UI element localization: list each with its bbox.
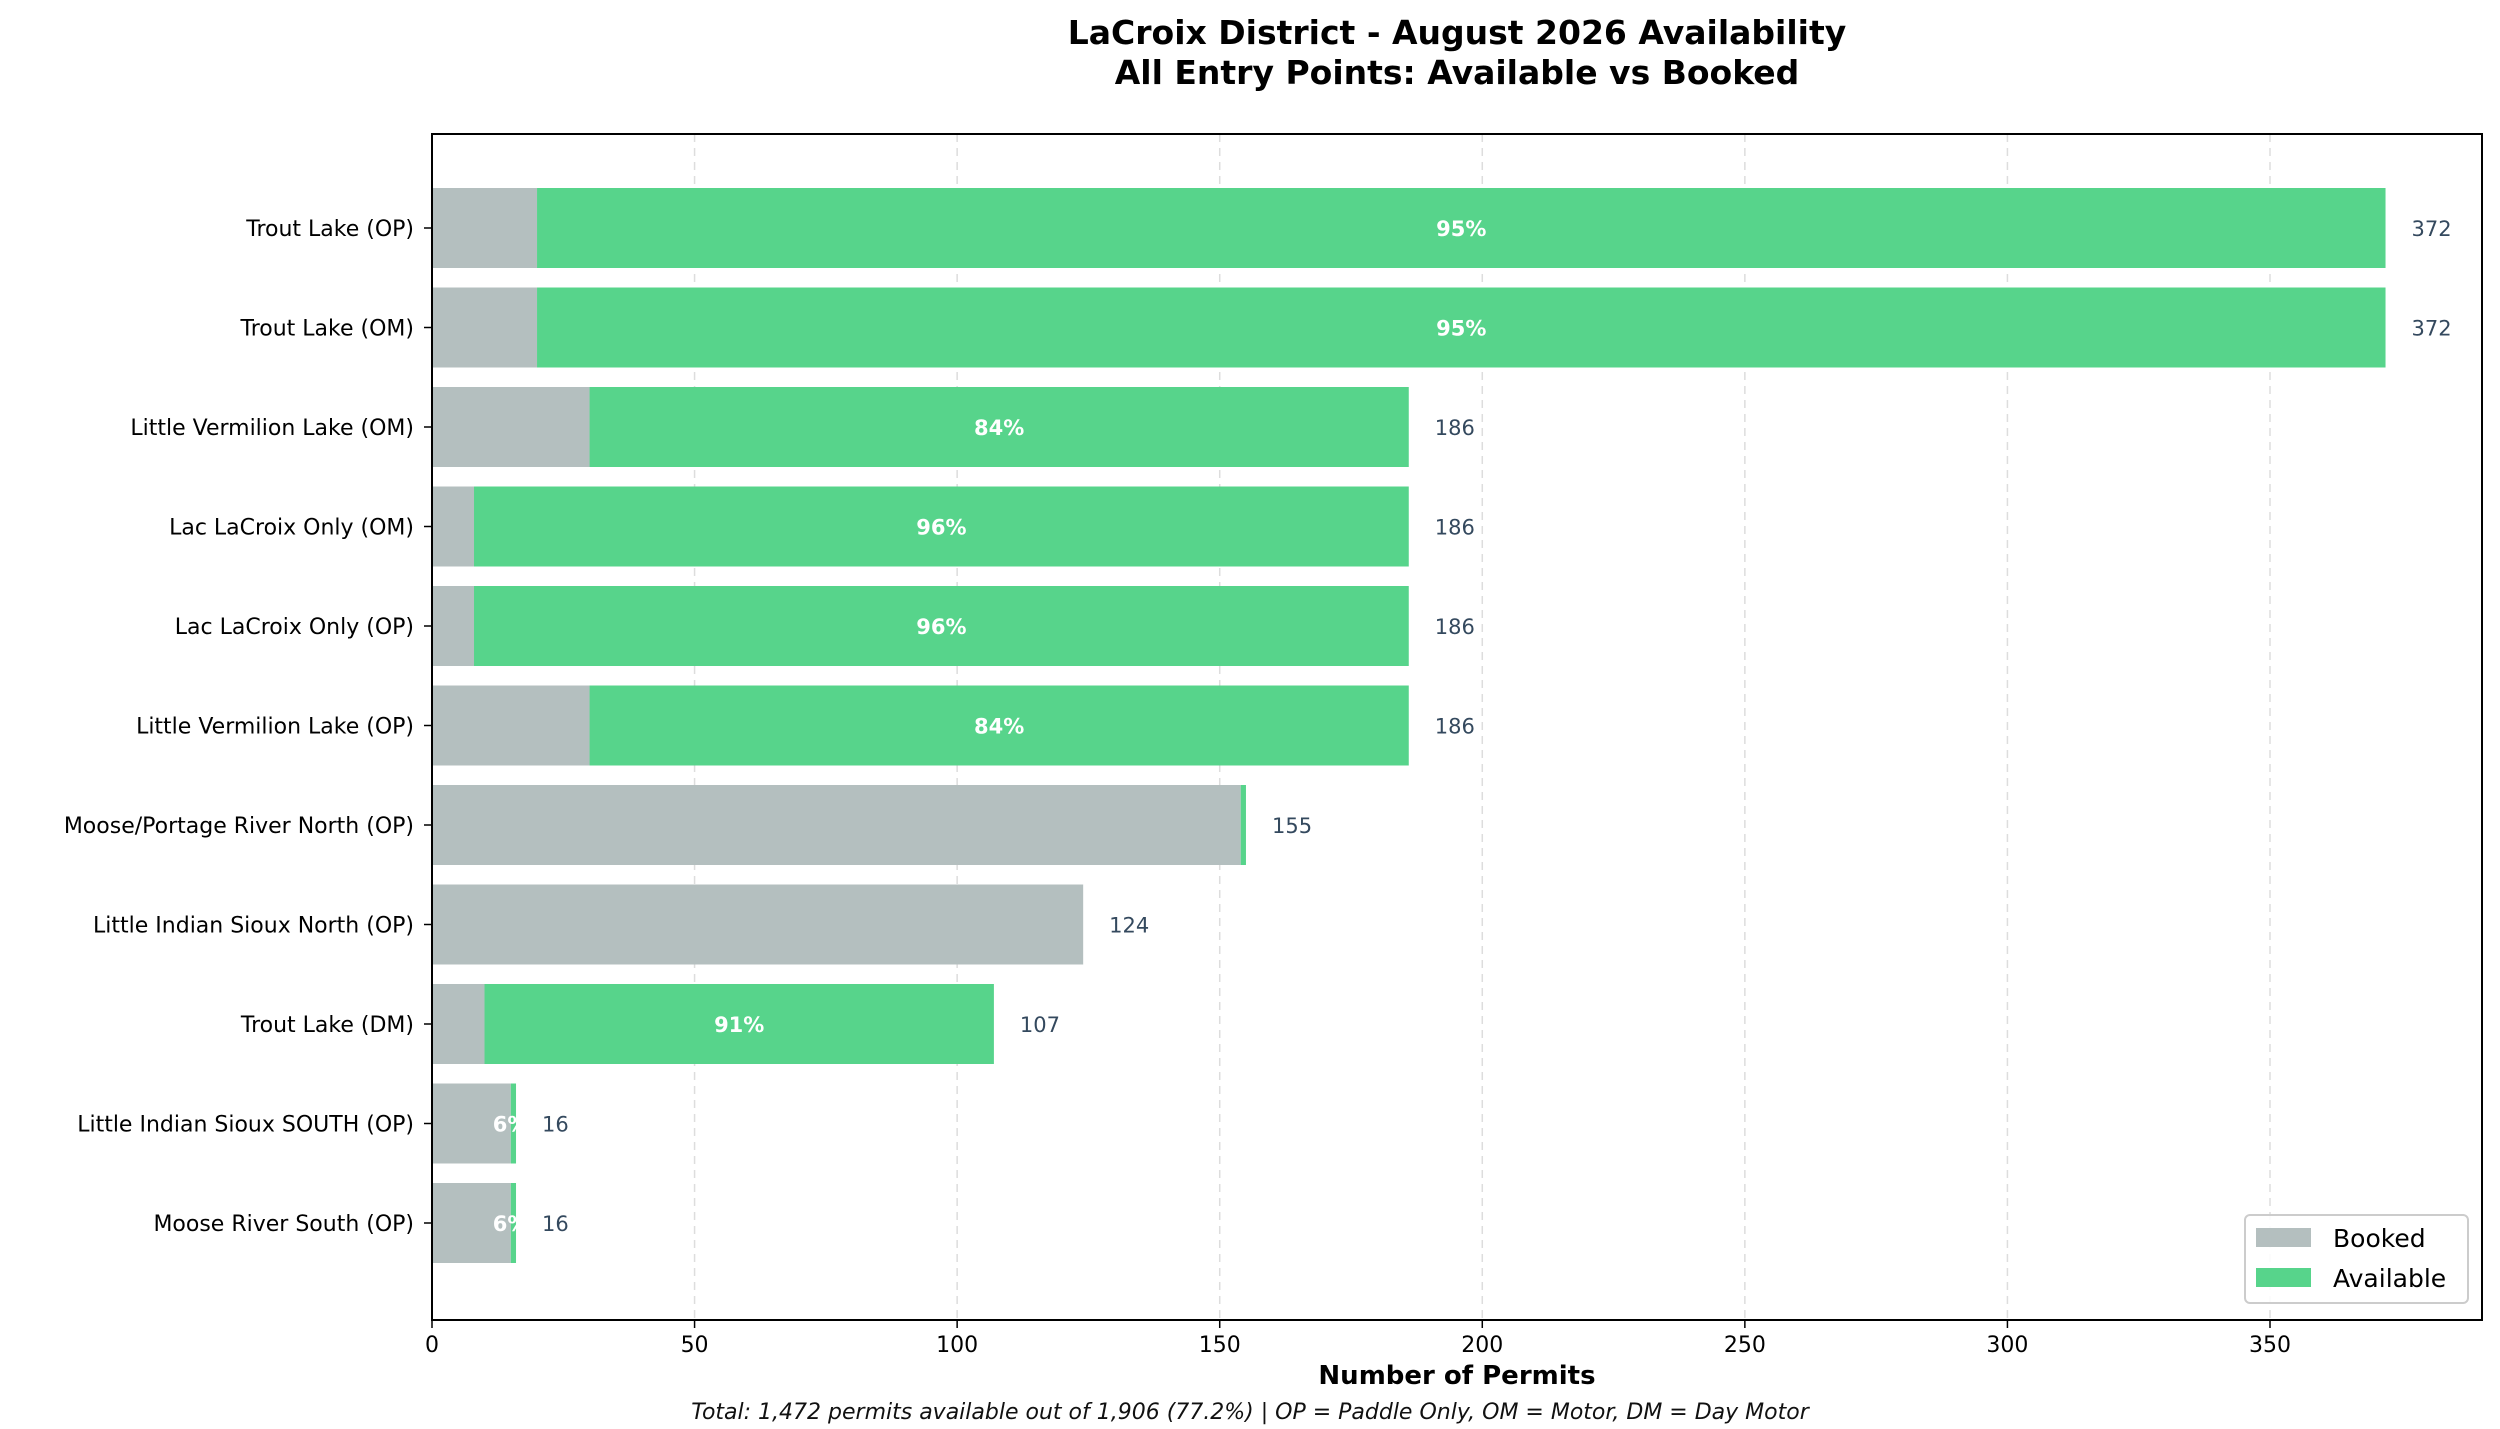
x-tick-label: 150 bbox=[1199, 1333, 1241, 1358]
total-label: 372 bbox=[2412, 317, 2452, 341]
bar-booked bbox=[432, 188, 538, 268]
bar-available bbox=[537, 287, 2386, 368]
x-tick-label: 0 bbox=[425, 1333, 439, 1358]
bar-booked bbox=[432, 1183, 511, 1263]
total-label: 16 bbox=[542, 1212, 569, 1236]
footer-note: Total: 1,472 permits available out of 1,… bbox=[691, 1400, 1810, 1425]
x-tick-label: 50 bbox=[681, 1333, 709, 1358]
bar-booked bbox=[432, 586, 475, 666]
y-tick-label: Little Indian Sioux SOUTH (OP) bbox=[77, 1113, 414, 1138]
y-tick-label: Moose River South (OP) bbox=[153, 1212, 414, 1237]
percent-available-label: 84% bbox=[974, 416, 1024, 440]
total-label: 186 bbox=[1435, 715, 1475, 739]
x-tick-label: 350 bbox=[2249, 1333, 2291, 1358]
legend: Booked Available bbox=[2244, 1214, 2469, 1304]
legend-swatch-booked bbox=[2256, 1228, 2311, 1247]
bar-booked bbox=[432, 387, 590, 467]
y-tick-label: Moose/Portage River North (OP) bbox=[64, 814, 414, 839]
total-label: 372 bbox=[2412, 217, 2452, 241]
total-label: 186 bbox=[1435, 615, 1475, 639]
y-axis: Trout Lake (OP) Trout Lake (OM) Little Ver… bbox=[64, 217, 432, 1237]
legend-swatch-available bbox=[2256, 1268, 2311, 1287]
bar-available bbox=[589, 685, 1409, 766]
total-label: 16 bbox=[542, 1113, 569, 1137]
x-axis: 0 50 100 150 200 250 300 350 bbox=[425, 1320, 2291, 1358]
bar-available bbox=[1240, 785, 1246, 865]
chart-title: LaCroix District - August 2026 Availabil… bbox=[1068, 13, 1847, 52]
bar-available bbox=[474, 586, 1409, 666]
bar-available bbox=[474, 486, 1409, 567]
y-tick-label: Lac LaCroix Only (OP) bbox=[175, 615, 414, 640]
legend-label-available: Available bbox=[2333, 1264, 2446, 1293]
percent-available-label: 6% bbox=[493, 1113, 529, 1137]
total-label: 107 bbox=[1020, 1013, 1060, 1037]
bar-booked bbox=[432, 884, 1084, 965]
bar-booked bbox=[432, 486, 475, 567]
percent-available-label: 6% bbox=[493, 1212, 529, 1236]
percent-available-label: 96% bbox=[916, 615, 966, 639]
y-tick-label: Trout Lake (OM) bbox=[240, 317, 414, 342]
bars bbox=[432, 188, 2386, 1263]
legend-label-booked: Booked bbox=[2333, 1224, 2426, 1253]
total-label: 124 bbox=[1109, 914, 1149, 938]
percent-available-label: 84% bbox=[974, 715, 1024, 739]
bar-booked bbox=[432, 785, 1241, 865]
plot-frame bbox=[431, 133, 2483, 1321]
percent-available-label: 91% bbox=[714, 1013, 764, 1037]
bar-booked bbox=[432, 685, 590, 766]
y-tick-label: Little Vermilion Lake (OM) bbox=[130, 416, 414, 441]
bar-available bbox=[537, 188, 2386, 268]
bar-available bbox=[484, 984, 994, 1064]
x-tick-label: 250 bbox=[1724, 1333, 1766, 1358]
percent-available-label: 96% bbox=[916, 516, 966, 540]
x-axis-label: Number of Permits bbox=[1318, 1361, 1595, 1391]
y-tick-label: Trout Lake (DM) bbox=[240, 1013, 414, 1038]
y-tick-label: Little Indian Sioux North (OP) bbox=[93, 914, 414, 939]
total-label: 155 bbox=[1272, 814, 1312, 838]
percent-available-label: 95% bbox=[1436, 217, 1486, 241]
bar-available bbox=[510, 1083, 517, 1164]
bar-available bbox=[589, 387, 1409, 467]
chart-subtitle: All Entry Points: Available vs Booked bbox=[1115, 53, 1800, 92]
x-tick-label: 100 bbox=[936, 1333, 978, 1358]
y-tick-label: Lac LaCroix Only (OM) bbox=[169, 516, 414, 541]
y-tick-label: Little Vermilion Lake (OP) bbox=[136, 715, 414, 740]
x-tick-label: 300 bbox=[1986, 1333, 2028, 1358]
percent-available-label: 95% bbox=[1436, 317, 1486, 341]
total-label: 186 bbox=[1435, 416, 1475, 440]
bar-available bbox=[510, 1183, 517, 1263]
bar-booked bbox=[432, 287, 538, 368]
bar-booked bbox=[432, 984, 485, 1064]
y-tick-label: Trout Lake (OP) bbox=[245, 217, 414, 242]
total-label: 186 bbox=[1435, 516, 1475, 540]
bar-booked bbox=[432, 1083, 511, 1164]
bar-labels: 372 95% 372 95% 186 84% 186 96% 186 96% 186 84% 155 1… bbox=[493, 217, 2452, 1236]
x-tick-label: 200 bbox=[1461, 1333, 1503, 1358]
